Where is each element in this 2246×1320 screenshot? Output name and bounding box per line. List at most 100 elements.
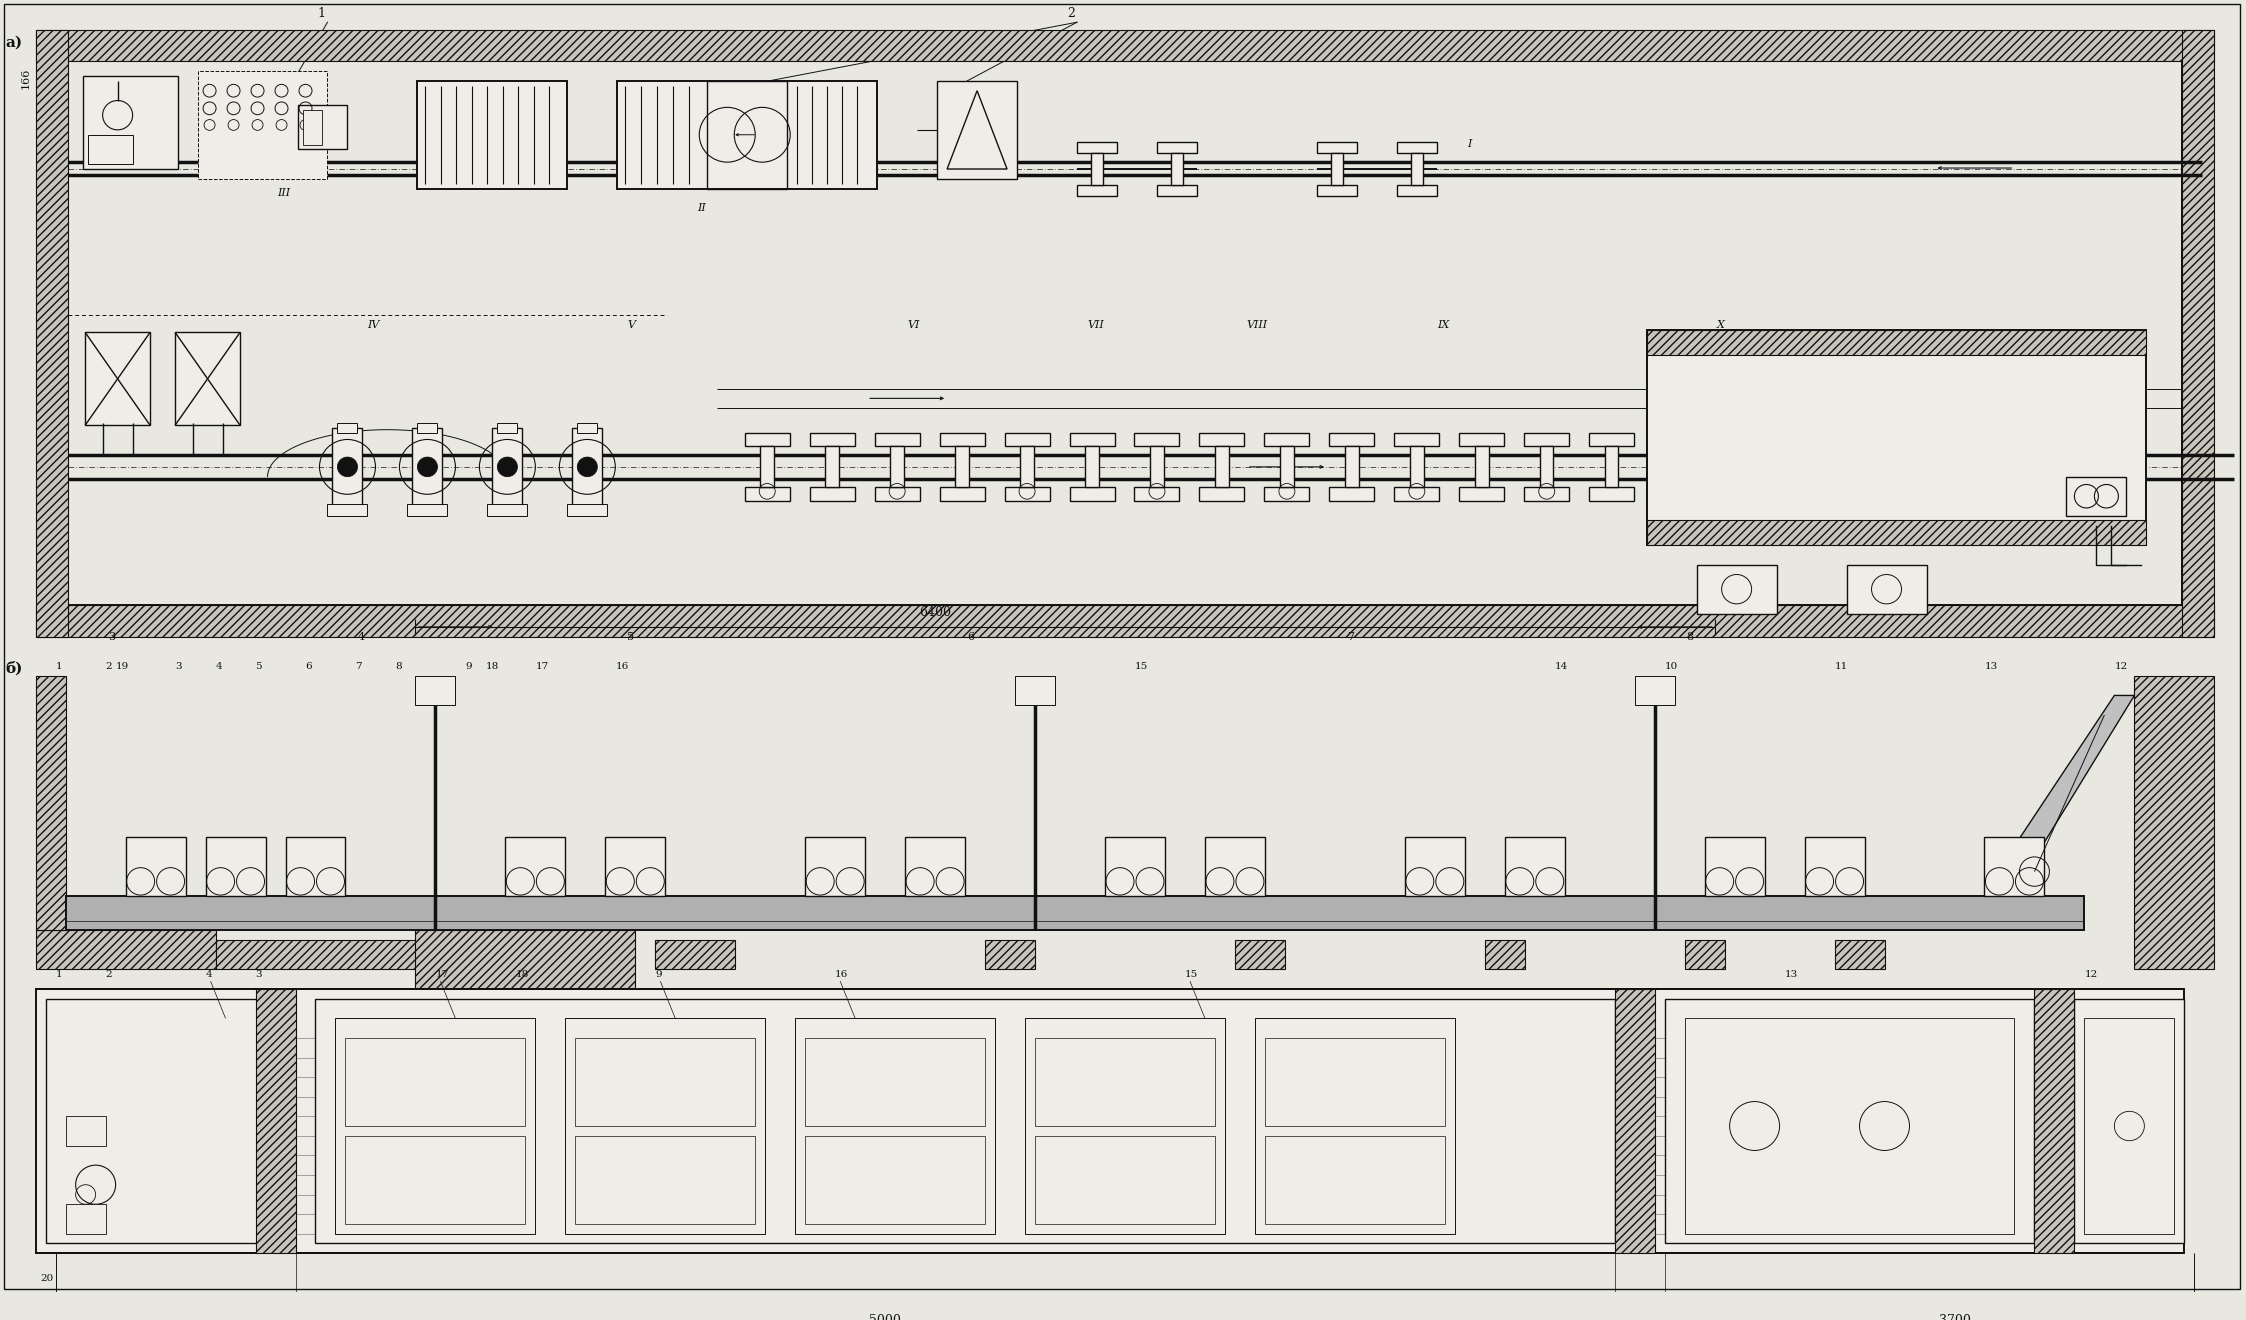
Bar: [198, 71, 328, 178]
Bar: [85, 333, 150, 425]
Bar: [1664, 999, 2035, 1243]
Text: 9: 9: [465, 663, 472, 671]
Bar: [746, 433, 791, 446]
Text: IV: IV: [368, 319, 380, 330]
Text: 16: 16: [836, 970, 849, 979]
Bar: [88, 135, 133, 164]
Text: 8: 8: [395, 663, 402, 671]
Bar: [314, 999, 1615, 1243]
Bar: [1332, 153, 1343, 185]
Bar: [827, 446, 840, 487]
Bar: [1684, 1018, 2015, 1234]
Bar: [1069, 433, 1114, 446]
Bar: [416, 931, 636, 1028]
Bar: [216, 940, 514, 969]
Bar: [1460, 433, 1505, 446]
Bar: [1170, 153, 1184, 185]
Text: 12: 12: [2084, 970, 2098, 979]
Text: 3: 3: [175, 663, 182, 671]
Bar: [346, 1135, 526, 1224]
Bar: [1476, 446, 1489, 487]
Text: I: I: [1467, 140, 1471, 149]
Text: 13: 13: [1786, 970, 1797, 979]
Bar: [1590, 487, 1635, 502]
Bar: [656, 940, 734, 969]
Bar: [332, 428, 362, 506]
Bar: [407, 504, 447, 516]
Bar: [1395, 487, 1440, 502]
Circle shape: [337, 457, 357, 477]
Bar: [1485, 940, 1525, 969]
Circle shape: [418, 457, 438, 477]
Bar: [937, 81, 1017, 178]
Bar: [2035, 989, 2075, 1253]
Circle shape: [577, 457, 597, 477]
Bar: [418, 81, 568, 189]
Bar: [1157, 185, 1197, 195]
Bar: [1035, 1038, 1215, 1126]
Bar: [1215, 446, 1229, 487]
Bar: [1635, 676, 1676, 705]
Bar: [1092, 153, 1103, 185]
Bar: [2183, 30, 2215, 636]
Bar: [337, 422, 357, 433]
Bar: [83, 77, 177, 169]
Bar: [1541, 446, 1554, 487]
Text: VI: VI: [907, 319, 919, 330]
Text: VIII: VIII: [1247, 319, 1269, 330]
Bar: [1069, 487, 1114, 502]
Bar: [707, 81, 786, 189]
Bar: [1330, 433, 1375, 446]
Text: 18: 18: [514, 970, 528, 979]
Text: 7: 7: [1348, 632, 1354, 642]
Bar: [1264, 487, 1309, 502]
Bar: [1085, 446, 1098, 487]
Bar: [207, 837, 265, 896]
Bar: [175, 333, 240, 425]
Bar: [1410, 153, 1422, 185]
Text: IX: IX: [1437, 319, 1449, 330]
Text: 4: 4: [216, 663, 222, 671]
Bar: [955, 446, 968, 487]
Bar: [1505, 837, 1565, 896]
Bar: [1397, 185, 1437, 195]
Bar: [1004, 433, 1049, 446]
Bar: [618, 81, 878, 189]
Bar: [1590, 433, 1635, 446]
Bar: [256, 989, 296, 1253]
Bar: [1985, 837, 2044, 896]
Bar: [285, 837, 346, 896]
Bar: [1264, 1038, 1444, 1126]
Bar: [806, 1038, 986, 1126]
Bar: [1199, 487, 1244, 502]
Bar: [303, 111, 323, 144]
Bar: [45, 999, 265, 1243]
Polygon shape: [1985, 696, 2134, 891]
Bar: [487, 504, 528, 516]
Bar: [1525, 487, 1570, 502]
Bar: [296, 106, 348, 149]
Text: 6400: 6400: [919, 606, 950, 619]
Text: 11: 11: [1835, 663, 1848, 671]
Bar: [1134, 433, 1179, 446]
Text: 3: 3: [108, 632, 115, 642]
Text: 2: 2: [106, 970, 112, 979]
Bar: [346, 1038, 526, 1126]
Bar: [1404, 837, 1464, 896]
Bar: [874, 433, 919, 446]
Bar: [1395, 433, 1440, 446]
Bar: [65, 1117, 106, 1146]
Bar: [1646, 330, 2147, 545]
Text: 5: 5: [627, 632, 633, 642]
Bar: [1264, 1135, 1444, 1224]
Bar: [1264, 433, 1309, 446]
Text: 2: 2: [1067, 8, 1076, 20]
Text: X: X: [1716, 319, 1725, 330]
Bar: [1199, 433, 1244, 446]
Bar: [811, 433, 856, 446]
Bar: [1004, 487, 1049, 502]
Bar: [328, 504, 368, 516]
Bar: [1316, 143, 1357, 153]
Bar: [986, 940, 1035, 969]
Text: 10: 10: [1664, 663, 1678, 671]
